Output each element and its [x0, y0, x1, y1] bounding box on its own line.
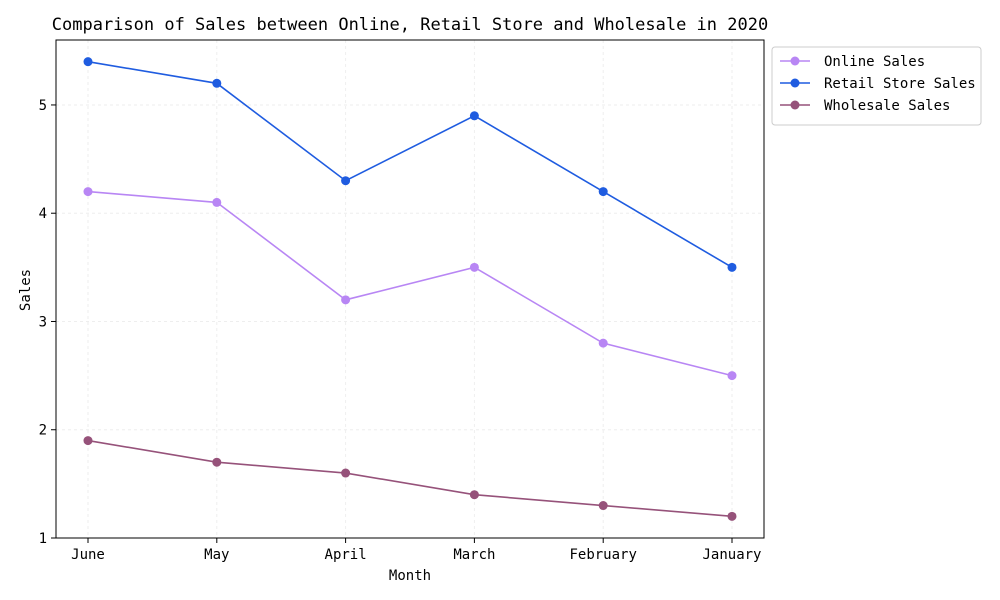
x-tick-label: March	[453, 547, 495, 563]
data-point	[212, 457, 222, 467]
data-point	[83, 187, 93, 197]
data-point	[341, 468, 351, 478]
y-axis-label: Sales	[18, 269, 34, 311]
data-point	[598, 501, 608, 511]
y-tick-label: 3	[39, 314, 47, 330]
x-tick-label: May	[204, 547, 229, 563]
grid-layer	[56, 40, 764, 539]
chart-title: Comparison of Sales between Online, Reta…	[52, 15, 768, 35]
data-point	[469, 262, 479, 272]
data-point	[83, 57, 93, 67]
y-axis-ticks: 1 2 3 4 5	[39, 98, 56, 547]
legend-marker	[790, 78, 800, 88]
legend-marker	[790, 100, 800, 110]
series-group	[83, 57, 737, 272]
data-point	[212, 197, 222, 207]
data-point	[727, 371, 737, 381]
series-layer	[83, 57, 737, 521]
x-tick-label: February	[569, 547, 636, 563]
legend-label: Online Sales	[824, 54, 925, 70]
data-point	[83, 436, 93, 446]
x-tick-label: June	[71, 547, 105, 563]
y-tick-label: 4	[39, 206, 47, 222]
data-point	[598, 187, 608, 197]
legend-label: Retail Store Sales	[824, 76, 976, 92]
data-point	[341, 176, 351, 186]
series-group	[83, 436, 737, 521]
data-point	[212, 78, 222, 88]
data-point	[727, 262, 737, 272]
data-point	[727, 511, 737, 521]
x-axis-ticks: June May April March February January	[71, 538, 762, 563]
legend-marker	[790, 56, 800, 66]
legend-label: Wholesale Sales	[824, 98, 950, 114]
series-line	[87, 60, 733, 269]
data-point	[598, 338, 608, 348]
x-axis-label: Month	[389, 568, 431, 584]
x-tick-label: April	[325, 547, 367, 563]
series-line	[87, 439, 733, 518]
legend-box	[771, 46, 982, 126]
x-tick-label: January	[702, 547, 761, 563]
y-tick-label: 5	[39, 98, 47, 114]
series-group	[83, 187, 737, 381]
data-point	[341, 295, 351, 305]
data-point	[469, 490, 479, 500]
data-point	[469, 111, 479, 121]
legend: Online Sales Retail Store Sales Wholesale …	[771, 46, 982, 126]
series-line	[87, 190, 733, 377]
plot-frame	[55, 39, 765, 539]
y-tick-label: 1	[39, 531, 47, 547]
y-tick-label: 2	[39, 423, 47, 439]
